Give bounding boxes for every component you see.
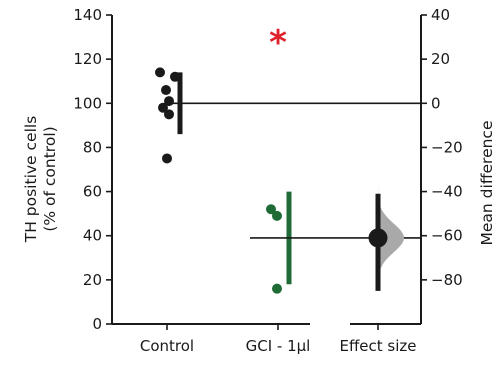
bootstrap-distribution: [378, 163, 404, 313]
y-axis-label-line2: (% of control): [41, 126, 59, 231]
x-tick-label: Effect size: [339, 337, 416, 355]
right-tick-label: 0: [431, 94, 441, 112]
significance-star: *: [269, 23, 287, 63]
data-point: [272, 210, 282, 221]
data-point: [266, 204, 276, 215]
left-tick-label: 80: [83, 138, 102, 156]
x-tick-label: Control: [140, 337, 194, 355]
effect-mean-point: [368, 228, 388, 248]
raw-data-panel: [155, 67, 421, 294]
right-y-axis-label: Mean difference: [478, 121, 496, 246]
left-tick-label: 20: [83, 271, 102, 289]
data-point: [158, 102, 168, 113]
left-tick-label: 40: [83, 227, 102, 245]
left-tick-label: 140: [73, 6, 102, 24]
y-axis-label-line1: TH positive cells: [22, 116, 40, 244]
right-tick-label: −20: [431, 138, 463, 156]
data-point: [161, 85, 171, 96]
right-tick-label: −60: [431, 227, 463, 245]
x-axis: Control GCI - 1μl Effect size: [112, 323, 421, 355]
right-tick-label: 20: [431, 50, 450, 68]
data-point: [272, 283, 282, 294]
left-tick-label: 60: [83, 183, 102, 201]
data-point: [155, 67, 165, 78]
left-tick-label: 100: [73, 94, 102, 112]
x-tick-label: GCI - 1μl: [246, 337, 311, 355]
right-y-axis: −80 −60 −40 −20 0 20 40: [420, 6, 463, 324]
right-tick-label: −40: [431, 183, 463, 201]
effect-size-panel: [368, 163, 404, 313]
left-y-axis: 0 20 40 60 80 100 120 140: [73, 6, 113, 333]
data-point: [162, 153, 172, 164]
left-tick-label: 0: [92, 315, 102, 333]
data-point: [164, 109, 174, 120]
left-tick-label: 120: [73, 50, 102, 68]
data-point: [170, 71, 180, 82]
right-tick-label: −80: [431, 271, 463, 289]
right-tick-label: 40: [431, 6, 450, 24]
